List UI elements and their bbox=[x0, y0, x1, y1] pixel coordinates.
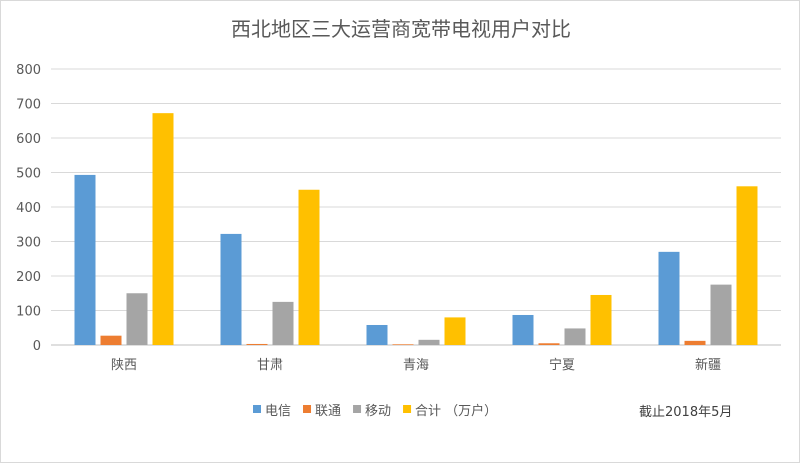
bar bbox=[444, 317, 466, 345]
legend-swatch bbox=[353, 405, 362, 413]
legend: 电信 联通 移动 合计 （万户） bbox=[253, 403, 497, 419]
legend-label: 移动 bbox=[365, 404, 391, 419]
legend-swatch bbox=[403, 405, 412, 413]
bar bbox=[512, 314, 534, 345]
legend-label: 联通 bbox=[315, 404, 341, 419]
bar bbox=[564, 328, 586, 345]
bar bbox=[418, 339, 440, 345]
date-note: 截止2018年5月 bbox=[639, 405, 732, 420]
x-category-label: 青海 bbox=[403, 358, 429, 373]
bars bbox=[74, 113, 758, 345]
bar bbox=[246, 343, 268, 345]
y-tick-label: 0 bbox=[33, 339, 41, 354]
bar bbox=[152, 113, 174, 345]
legend-label: 合计 （万户） bbox=[415, 403, 497, 419]
legend-swatch bbox=[303, 405, 312, 413]
bar bbox=[74, 174, 96, 345]
x-category-label: 新疆 bbox=[695, 357, 721, 373]
legend-label: 电信 bbox=[265, 404, 291, 419]
x-category-label: 甘肃 bbox=[257, 358, 283, 373]
x-category-label: 宁夏 bbox=[549, 357, 575, 373]
bar bbox=[100, 335, 122, 345]
chart-title: 西北地区三大运营商宽带电视用户对比 bbox=[231, 17, 571, 41]
y-tick-label: 200 bbox=[16, 270, 41, 285]
y-tick-label: 700 bbox=[16, 98, 41, 113]
legend-swatch bbox=[253, 405, 261, 413]
bar bbox=[366, 324, 388, 345]
bar bbox=[710, 284, 732, 345]
bar bbox=[538, 343, 560, 345]
bar bbox=[684, 340, 706, 345]
bar bbox=[736, 186, 758, 345]
y-tick-label: 400 bbox=[16, 201, 41, 216]
y-tick-label: 300 bbox=[16, 236, 41, 251]
bar bbox=[590, 294, 612, 345]
bar bbox=[220, 233, 242, 345]
y-tick-label: 100 bbox=[16, 305, 41, 320]
bar bbox=[298, 189, 320, 345]
bar bbox=[392, 344, 414, 345]
bar bbox=[658, 251, 680, 345]
y-tick-label: 800 bbox=[16, 63, 41, 78]
bar bbox=[272, 301, 294, 345]
x-category-label: 陕西 bbox=[111, 358, 137, 373]
bar bbox=[126, 293, 148, 345]
y-tick-label: 500 bbox=[16, 167, 41, 182]
y-axis-ticks: 0 100 200 300 400 500 600 700 800 bbox=[16, 63, 41, 354]
x-axis-categories: 陕西 甘肃 青海 宁夏 新疆 bbox=[111, 357, 721, 373]
y-tick-label: 600 bbox=[16, 132, 41, 147]
